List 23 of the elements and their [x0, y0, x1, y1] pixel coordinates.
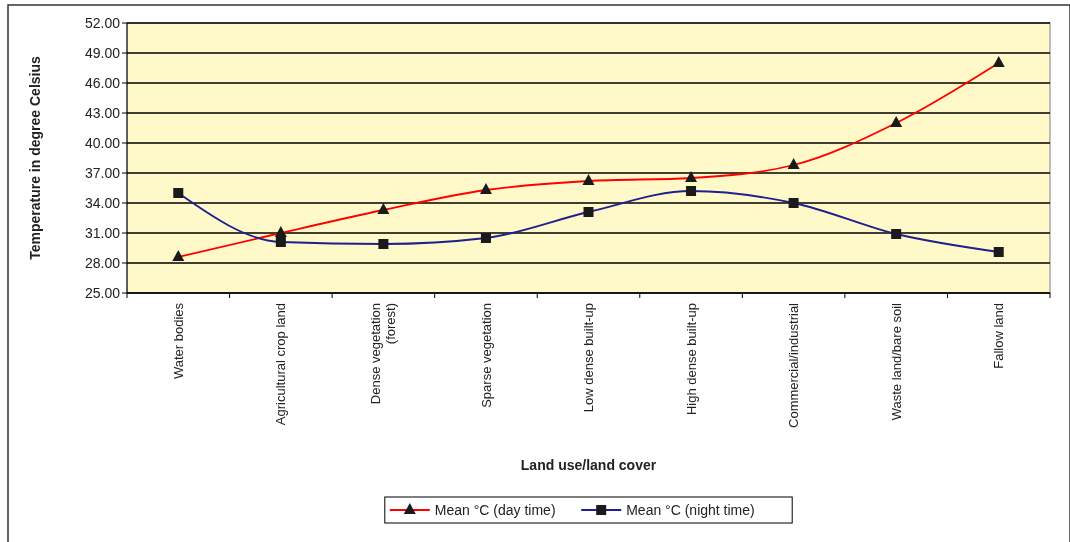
x-tick-label: Low dense built-up	[581, 303, 597, 413]
legend-label: Mean °C (day time)	[434, 501, 556, 518]
y-tick-label: 40.00	[84, 134, 121, 151]
y-tick-label: 25.00	[84, 284, 121, 301]
y-tick-label: 28.00	[84, 254, 121, 271]
legend-label: Mean °C (night time)	[626, 501, 755, 518]
x-tick-label: Sparse vegetation	[478, 303, 494, 408]
y-tick-label: 34.00	[84, 194, 121, 211]
x-tick-label: High dense built-up	[683, 303, 699, 416]
x-tick-label: Agricultural crop land	[273, 303, 289, 426]
x-tick-label: Waste land/bare soil	[888, 302, 904, 421]
y-tick-label: 46.00	[84, 74, 121, 91]
x-axis-title: Land use/land cover	[520, 457, 657, 473]
y-tick-label: 43.00	[84, 104, 121, 121]
x-tick-label: Water bodies	[170, 302, 186, 380]
y-axis-title: Temperature in degree Celsius	[27, 56, 43, 260]
x-tick-label: Commercial/industrial	[786, 302, 802, 428]
y-tick-label: 49.00	[84, 44, 121, 61]
x-tick-label: Dense vegetation (forest)	[368, 303, 399, 405]
x-tick-label: Fallow land	[991, 303, 1007, 369]
y-tick-label: 52.00	[84, 14, 121, 31]
y-tick-label: 37.00	[84, 164, 121, 181]
y-tick-label: 31.00	[84, 224, 121, 241]
